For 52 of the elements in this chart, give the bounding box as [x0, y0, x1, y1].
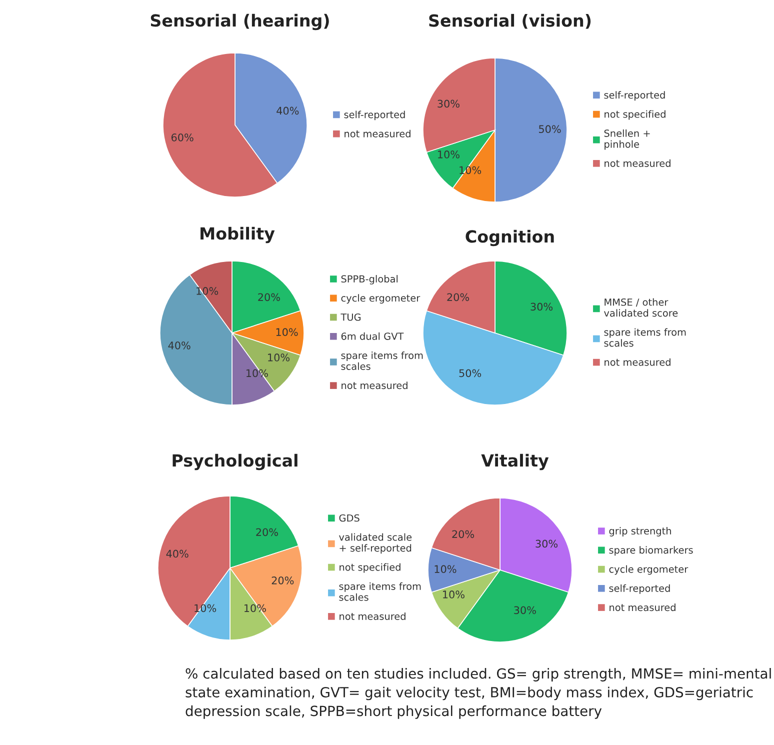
legend-label: not specified	[604, 110, 666, 120]
data-label: 20%	[258, 293, 280, 302]
legend-label: not measured	[342, 382, 408, 390]
legend-label: cycle ergometer	[341, 294, 420, 304]
data-label: 40%	[166, 550, 188, 558]
legend-label: MMSE / other validated score	[604, 298, 678, 317]
chart-title: Vitality	[481, 454, 549, 470]
legend-label: spare biomarkers	[609, 546, 693, 556]
data-label: 40%	[168, 341, 190, 350]
data-label: 10%	[268, 354, 290, 362]
legend-label: self-reported	[604, 91, 665, 101]
data-label: 20%	[447, 293, 470, 302]
legend-label: spare items from scales	[604, 328, 686, 347]
legend-label: SPPB-global	[341, 275, 398, 284]
text: % calculated based on ten studies included. GS= grip strength, MMSE= mini-mental state examination, GVT= gait velocity test, BMI=body mass index, GDS=geriatric depression scale, SPPB=short physical performance battery	[186, 668, 771, 719]
legend-label: self-reported	[609, 584, 670, 594]
data-label: 30%	[514, 606, 536, 614]
data-label: 10%	[276, 328, 298, 336]
chart-title: Mobility	[200, 226, 275, 244]
data-label: 40%	[276, 106, 299, 115]
data-label: 30%	[438, 100, 460, 108]
legend-label: spare items from scales	[341, 352, 423, 370]
data-label: 50%	[459, 369, 482, 378]
data-label: 60%	[171, 133, 194, 142]
legend-label: not measured	[610, 604, 676, 612]
chart-title: Psychological	[172, 454, 298, 470]
legend-label: GDS	[339, 514, 360, 522]
data-label: 10%	[434, 565, 456, 574]
legend-label: grip strength	[609, 527, 671, 536]
legend-label: not measured	[604, 358, 670, 366]
legend-label: self-reported	[344, 110, 405, 120]
data-label: 30%	[530, 302, 553, 311]
legend-label: not measured	[340, 612, 406, 620]
legend-label: not specified	[340, 563, 400, 573]
chart-title: Sensorial (vision)	[429, 14, 591, 29]
data-label: 50%	[539, 125, 561, 134]
legend-label: cycle ergometer	[609, 565, 688, 575]
chart-title: Sensorial (hearing)	[150, 14, 329, 30]
legend-label: spare items from scales	[339, 582, 421, 601]
data-label: 10%	[443, 590, 464, 598]
data-label: 20%	[452, 530, 474, 538]
data-label: 20%	[272, 576, 294, 584]
legend-label: TUG	[340, 313, 361, 321]
legend-label: not measured	[604, 159, 670, 167]
legend-label: validated scale + self-reported	[339, 533, 412, 554]
legend-label: not measured	[344, 130, 410, 138]
legend-label: 6m dual GVT	[341, 332, 404, 340]
data-label: 10%	[438, 150, 460, 158]
data-label: 30%	[536, 540, 558, 548]
chart-title: Cognition	[466, 230, 554, 246]
legend-label: Snellen + pinhole	[604, 129, 650, 150]
data-label: 20%	[256, 528, 278, 536]
